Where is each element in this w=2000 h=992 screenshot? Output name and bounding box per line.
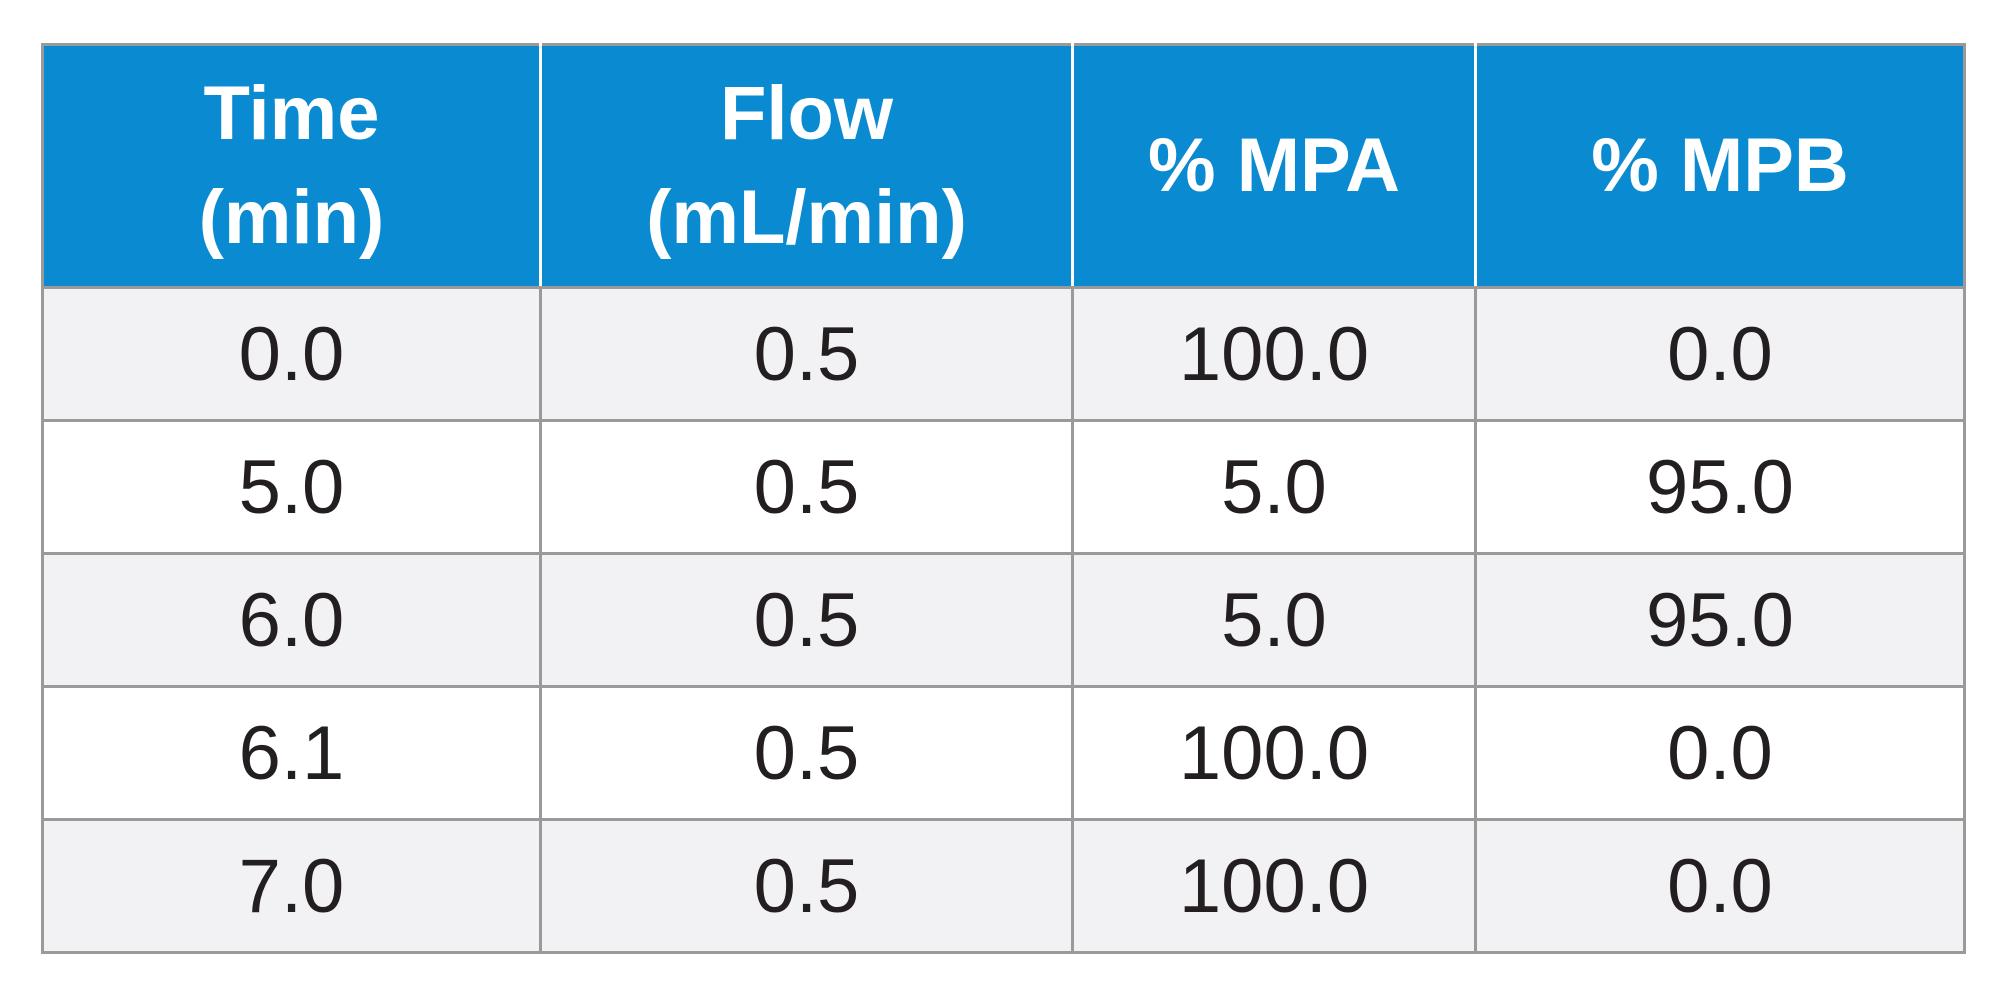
table-header: Time (min) Flow (mL/min) % MPA % MPB: [41, 43, 1966, 289]
gradient-table-container: Time (min) Flow (mL/min) % MPA % MPB 0.0…: [41, 43, 1966, 954]
header-time: Time (min): [41, 43, 542, 289]
cell-mpa: 100.0: [1071, 685, 1477, 821]
cell-flow: 0.5: [539, 818, 1074, 954]
header-mpb: % MPB: [1474, 43, 1966, 289]
header-time-label: Time: [203, 71, 380, 156]
cell-mpa: 5.0: [1071, 419, 1477, 555]
header-flow: Flow (mL/min): [539, 43, 1074, 289]
cell-flow: 0.5: [539, 552, 1074, 688]
cell-time: 0.0: [41, 286, 542, 422]
table-row: 5.0 0.5 5.0 95.0: [41, 419, 1966, 555]
header-mpa-label: % MPA: [1148, 123, 1400, 208]
cell-mpb: 0.0: [1474, 818, 1966, 954]
cell-mpb: 95.0: [1474, 552, 1966, 688]
cell-flow: 0.5: [539, 685, 1074, 821]
cell-time: 6.0: [41, 552, 542, 688]
cell-mpa: 100.0: [1071, 286, 1477, 422]
gradient-table: Time (min) Flow (mL/min) % MPA % MPB 0.0…: [41, 43, 1966, 954]
header-row: Time (min) Flow (mL/min) % MPA % MPB: [41, 43, 1966, 289]
header-flow-label: Flow: [719, 71, 894, 156]
cell-flow: 0.5: [539, 286, 1074, 422]
cell-flow: 0.5: [539, 419, 1074, 555]
header-mpa: % MPA: [1071, 43, 1477, 289]
cell-time: 6.1: [41, 685, 542, 821]
table-row: 6.1 0.5 100.0 0.0: [41, 685, 1966, 821]
cell-time: 7.0: [41, 818, 542, 954]
header-mpb-label: % MPB: [1591, 123, 1849, 208]
cell-mpb: 95.0: [1474, 419, 1966, 555]
cell-mpa: 100.0: [1071, 818, 1477, 954]
table-body: 0.0 0.5 100.0 0.0 5.0 0.5 5.0 95.0 6.0 0…: [41, 286, 1966, 954]
header-time-unit: (min): [198, 175, 385, 260]
table-row: 7.0 0.5 100.0 0.0: [41, 818, 1966, 954]
cell-time: 5.0: [41, 419, 542, 555]
header-flow-unit: (mL/min): [646, 175, 967, 260]
table-row: 6.0 0.5 5.0 95.0: [41, 552, 1966, 688]
table-row: 0.0 0.5 100.0 0.0: [41, 286, 1966, 422]
cell-mpa: 5.0: [1071, 552, 1477, 688]
cell-mpb: 0.0: [1474, 685, 1966, 821]
cell-mpb: 0.0: [1474, 286, 1966, 422]
